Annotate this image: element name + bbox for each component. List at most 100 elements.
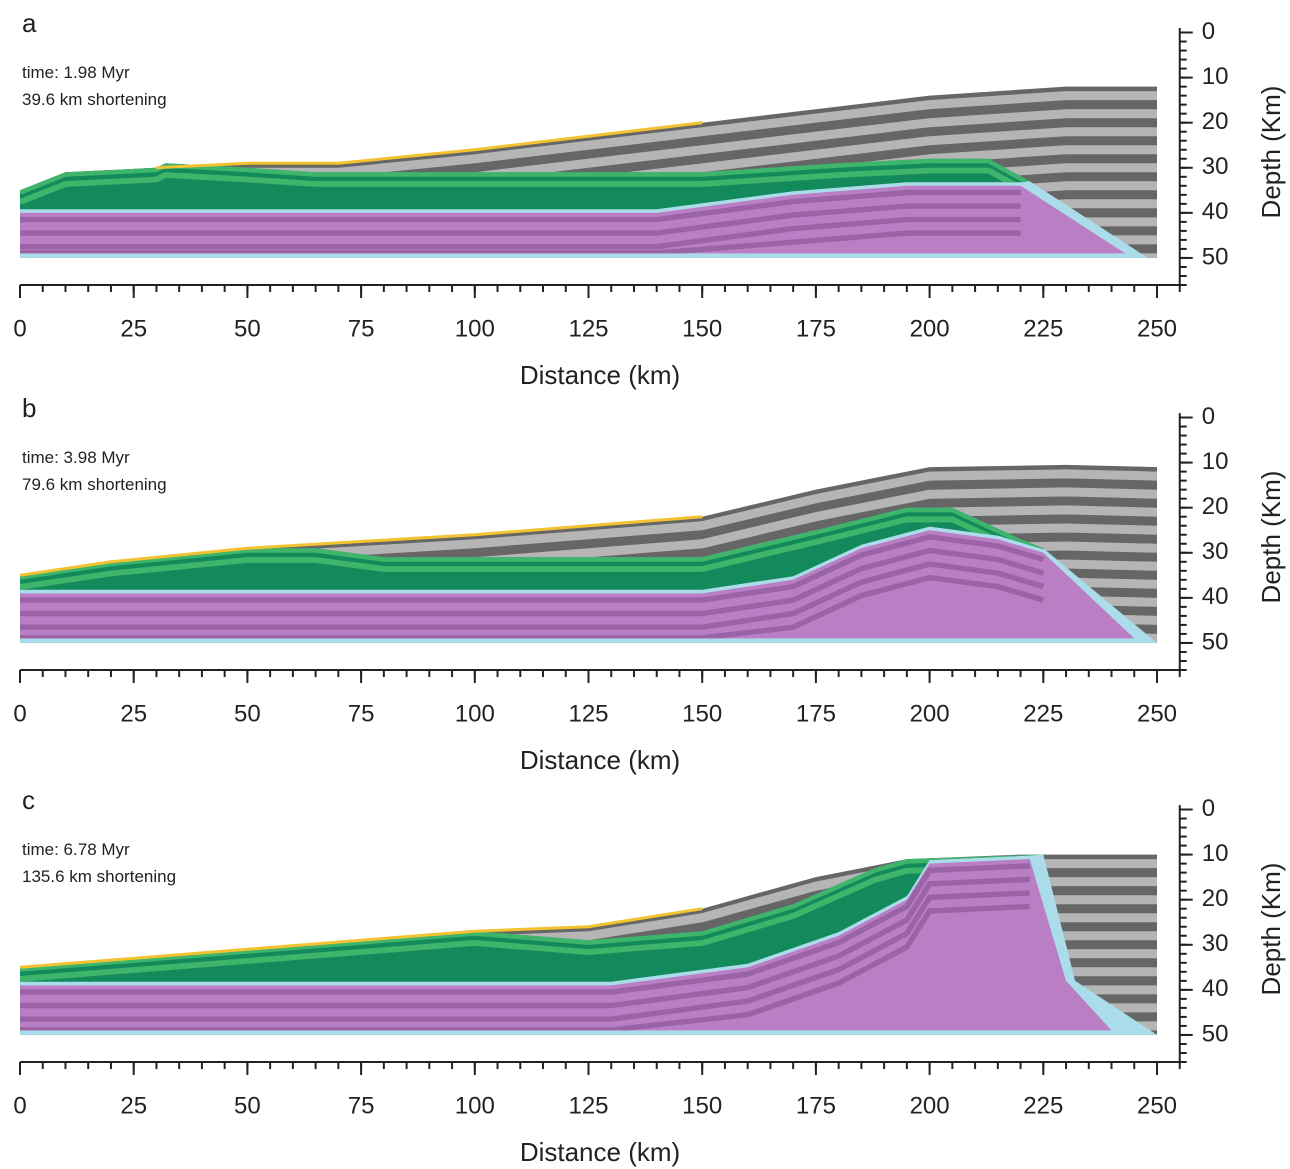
stripe: [20, 230, 1021, 254]
y-tick-label: 20: [1202, 885, 1229, 912]
x-tick-label: 50: [234, 1092, 261, 1119]
x-tick-label: 0: [13, 700, 26, 727]
stripe: [20, 863, 1044, 982]
y-tick-label: 0: [1202, 18, 1215, 45]
x-tick-label: 25: [120, 700, 147, 727]
x-tick-label: 225: [1023, 1092, 1063, 1119]
y-tick-label: 30: [1202, 153, 1229, 180]
stripe: [20, 890, 1030, 1022]
x-tick-label: 150: [682, 315, 722, 342]
x-tick-label: 75: [348, 315, 375, 342]
x-tick-label: 0: [13, 1092, 26, 1119]
sediment: [156, 121, 703, 170]
y-tick-label: 0: [1202, 795, 1215, 822]
y-tick-label: 50: [1202, 628, 1229, 655]
stripe: [20, 561, 1045, 630]
cross-section: 0 25 50 75 100 125 150 175 200 225 250 0 10 20 30 40 50 D…: [13, 785, 1286, 1167]
green-stripes: [20, 507, 1044, 590]
x-axis-title: Distance (km): [520, 745, 680, 775]
x-tick-label: 125: [568, 700, 608, 727]
stripe: [20, 253, 1157, 258]
y-tick-label: 20: [1202, 493, 1229, 520]
green-layer: [20, 507, 1044, 590]
x-tick-label: 175: [796, 315, 836, 342]
x-tick-label: 0: [13, 315, 26, 342]
purple-stripes: [20, 534, 1045, 639]
y-tick-label: 50: [1202, 1020, 1229, 1047]
cross-section: 0 25 50 75 100 125 150 175 200 225 250 0 10 20 30 40 50 D…: [13, 393, 1286, 775]
stripe: [20, 534, 1045, 603]
y-tick-label: 40: [1202, 583, 1229, 610]
x-tick-label: 125: [568, 315, 608, 342]
y-tick-label: 40: [1202, 198, 1229, 225]
purple-layer: [20, 859, 1112, 1031]
stripe: [20, 631, 1157, 643]
stripe: [20, 189, 1021, 223]
y-tick-label: 40: [1202, 975, 1229, 1002]
sediment: [19, 907, 703, 969]
x-tick-label: 25: [120, 315, 147, 342]
x-tick-label: 50: [234, 700, 261, 727]
stripe: [20, 216, 1021, 250]
y-tick-label: 50: [1202, 243, 1229, 270]
x-tick-label: 150: [682, 1092, 722, 1119]
x-tick-label: 250: [1137, 1092, 1177, 1119]
y-axis-title: Depth (Km): [1256, 86, 1286, 219]
x-tick-label: 50: [234, 315, 261, 342]
y-axis-title: Depth (Km): [1256, 863, 1286, 996]
x-tick-label: 100: [455, 700, 495, 727]
x-tick-label: 225: [1023, 315, 1063, 342]
stripe: [20, 903, 1030, 1031]
x-tick-label: 200: [910, 700, 950, 727]
annotation: time: 3.98 Myr: [22, 448, 130, 467]
stripe: [20, 854, 1044, 972]
stripe: [20, 507, 1044, 580]
x-axis-title: Distance (km): [520, 360, 680, 390]
x-axis-title: Distance (km): [520, 1137, 680, 1167]
y-tick-label: 10: [1202, 840, 1229, 867]
stripe: [20, 158, 1030, 195]
x-tick-label: 150: [682, 700, 722, 727]
purple-stripes: [20, 189, 1021, 254]
stripe: [20, 574, 1045, 639]
x-tick-label: 225: [1023, 700, 1063, 727]
panel-label: b: [22, 393, 36, 423]
annotation: time: 6.78 Myr: [22, 840, 130, 859]
x-tick-label: 100: [455, 315, 495, 342]
annotation: time: 1.98 Myr: [22, 63, 130, 82]
y-tick-label: 0: [1202, 403, 1215, 430]
annotation: 135.6 km shortening: [22, 867, 176, 886]
sediment: [19, 515, 703, 577]
green-stripes: [20, 158, 1030, 205]
green-stripes: [20, 854, 1044, 982]
cross-section: 0 25 50 75 100 125 150 175 200 225 250 0 10 20 30 40 50 D…: [13, 8, 1286, 390]
x-tick-label: 200: [910, 1092, 950, 1119]
stripe: [20, 863, 1030, 995]
y-tick-label: 30: [1202, 538, 1229, 565]
x-tick-label: 250: [1137, 315, 1177, 342]
stripe: [20, 167, 1030, 205]
y-tick-label: 20: [1202, 108, 1229, 135]
x-tick-label: 175: [796, 1092, 836, 1119]
y-tick-label: 10: [1202, 448, 1229, 475]
x-tick-label: 100: [455, 1092, 495, 1119]
x-tick-label: 25: [120, 1092, 147, 1119]
y-axis-title: Depth (Km): [1256, 471, 1286, 604]
x-tick-label: 250: [1137, 700, 1177, 727]
annotation: 39.6 km shortening: [22, 90, 167, 109]
x-tick-label: 200: [910, 315, 950, 342]
purple-stripes: [20, 863, 1030, 1031]
y-tick-label: 30: [1202, 930, 1229, 957]
x-tick-label: 125: [568, 1092, 608, 1119]
stripe: [20, 547, 1045, 617]
stripe: [20, 876, 1030, 1009]
y-tick-label: 10: [1202, 63, 1229, 90]
annotation: 79.6 km shortening: [22, 475, 167, 494]
stripe: [20, 1021, 1157, 1035]
x-tick-label: 75: [348, 700, 375, 727]
stripe: [20, 516, 1044, 590]
x-tick-label: 175: [796, 700, 836, 727]
panel-label: a: [22, 8, 37, 38]
stripe: [20, 203, 1021, 236]
